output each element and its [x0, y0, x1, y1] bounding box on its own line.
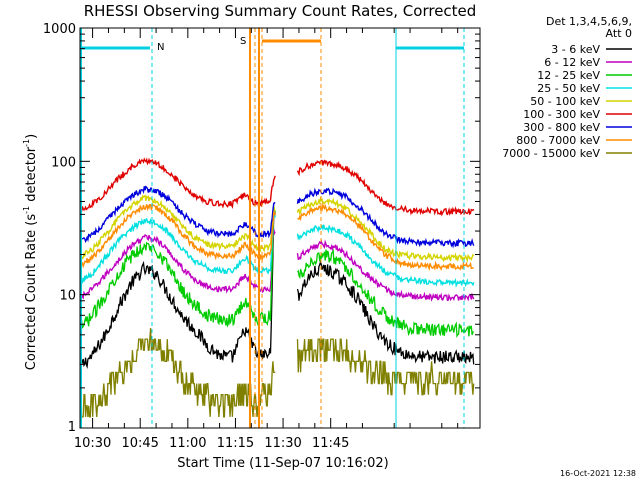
- legend-label-6: 300 - 800 keV: [523, 121, 600, 134]
- series-line-8-0: [80, 327, 276, 418]
- legend-label-5: 100 - 300 keV: [523, 108, 600, 121]
- series-line-3-1: [296, 224, 475, 288]
- y-axis-label-main: Corrected Count Rate (s: [24, 214, 39, 371]
- series-line-5-1: [296, 159, 475, 217]
- legend-label-0: 3 - 6 keV: [551, 43, 600, 56]
- series-line-0-1: [296, 259, 475, 365]
- series-line-1-0: [79, 228, 276, 301]
- axis-layer: 1 10 100 1000 10:30 10:45 11:00 11:15 11:30 11:45: [43, 22, 481, 451]
- series-line-0-0: [79, 210, 276, 370]
- series-line-1-1: [296, 239, 475, 302]
- legend-label-7: 800 - 7000 keV: [516, 134, 600, 147]
- legend-label-3: 25 - 50 keV: [537, 82, 600, 95]
- plot-frame: [79, 27, 481, 429]
- series-line-6-0: [79, 185, 276, 244]
- series-line-8-1: [296, 338, 475, 396]
- legend-label-1: 6 - 12 keV: [544, 56, 600, 69]
- x-axis-label: Start Time (11-Sep-07 10:16:02): [177, 456, 388, 471]
- series-line-6-1: [296, 187, 475, 249]
- legend-label-2: 12 - 25 keV: [537, 69, 600, 82]
- series-line-5-0: [79, 157, 276, 212]
- y-tick-label-3: 1000: [43, 22, 76, 37]
- y-axis-label: Corrected Count Rate (s-1 detector-1): [22, 134, 39, 370]
- chart-title: RHESSI Observing Summary Count Rates, Co…: [84, 2, 477, 20]
- series-line-4-0: [79, 194, 276, 260]
- y-axis-label-sup1: -1: [22, 206, 31, 214]
- legend-label-4: 50 - 100 keV: [530, 95, 600, 108]
- legend-header-line-2: Att 0: [606, 27, 632, 40]
- y-axis-label-end: ): [24, 134, 39, 139]
- y-tick-label-0: 1: [68, 420, 76, 435]
- x-tick-label-5: 11:45: [312, 436, 349, 451]
- series-line-7-1: [297, 202, 474, 272]
- legend-header-line-1: Det 1,3,4,5,6,9,: [546, 15, 632, 28]
- x-tick-label-4: 11:30: [264, 436, 301, 451]
- series-line-2-0: [79, 206, 276, 329]
- x-tick-label-3: 11:15: [217, 436, 254, 451]
- y-axis-label-mid: detector: [24, 146, 39, 206]
- y-axis-label-sup2: -1: [22, 139, 31, 147]
- y-tick-label-1: 10: [59, 289, 76, 304]
- x-tick-label-1: 10:45: [121, 436, 158, 451]
- series-line-4-1: [296, 196, 475, 263]
- s-label: S: [240, 36, 246, 47]
- n-label: N: [157, 42, 164, 53]
- series-layer: [79, 157, 475, 418]
- series-line-3-0: [79, 211, 276, 285]
- y-tick-label-2: 100: [51, 155, 76, 170]
- x-tick-label-0: 10:30: [74, 436, 111, 451]
- series-line-2-1: [296, 248, 475, 339]
- legend-label-8: 7000 - 15000 keV: [502, 147, 600, 160]
- annotation-layer: NS: [80, 28, 465, 428]
- x-tick-label-2: 11:00: [169, 436, 206, 451]
- series-line-7-0: [79, 203, 276, 269]
- footer-date: 16-Oct-2021 12:38: [560, 469, 636, 478]
